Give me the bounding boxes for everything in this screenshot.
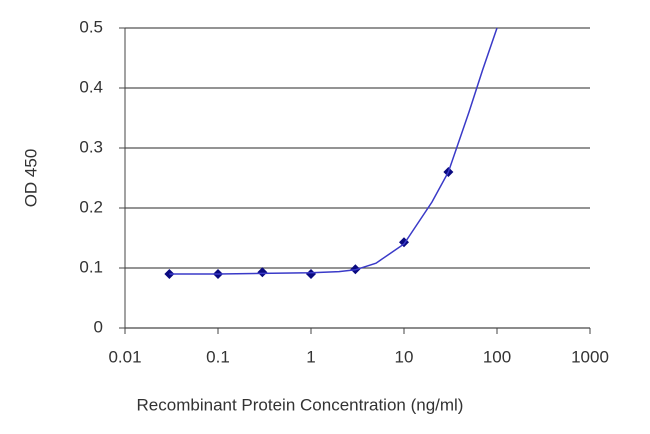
y-tick-label: 0 bbox=[94, 317, 103, 336]
y-tick-label: 0.3 bbox=[79, 137, 103, 156]
x-tick-label: 10 bbox=[395, 347, 414, 366]
y-tick-label: 0.5 bbox=[79, 17, 103, 36]
x-tick-label: 100 bbox=[483, 347, 511, 366]
x-tick-label: 1 bbox=[306, 347, 315, 366]
fit-line bbox=[169, 27, 498, 275]
y-tick-label: 0.4 bbox=[79, 77, 103, 96]
x-tick-label: 1000 bbox=[571, 347, 609, 366]
x-tick-label: 0.1 bbox=[206, 347, 230, 366]
data-point bbox=[257, 267, 268, 278]
data-point bbox=[306, 269, 316, 279]
y-tick-label: 0.2 bbox=[79, 197, 103, 216]
y-tick-label: 0.1 bbox=[79, 257, 103, 276]
y-axis-label: OD 450 bbox=[21, 149, 40, 208]
x-axis-label: Recombinant Protein Concentration (ng/ml… bbox=[137, 395, 464, 414]
x-tick-label: 0.01 bbox=[108, 347, 141, 366]
